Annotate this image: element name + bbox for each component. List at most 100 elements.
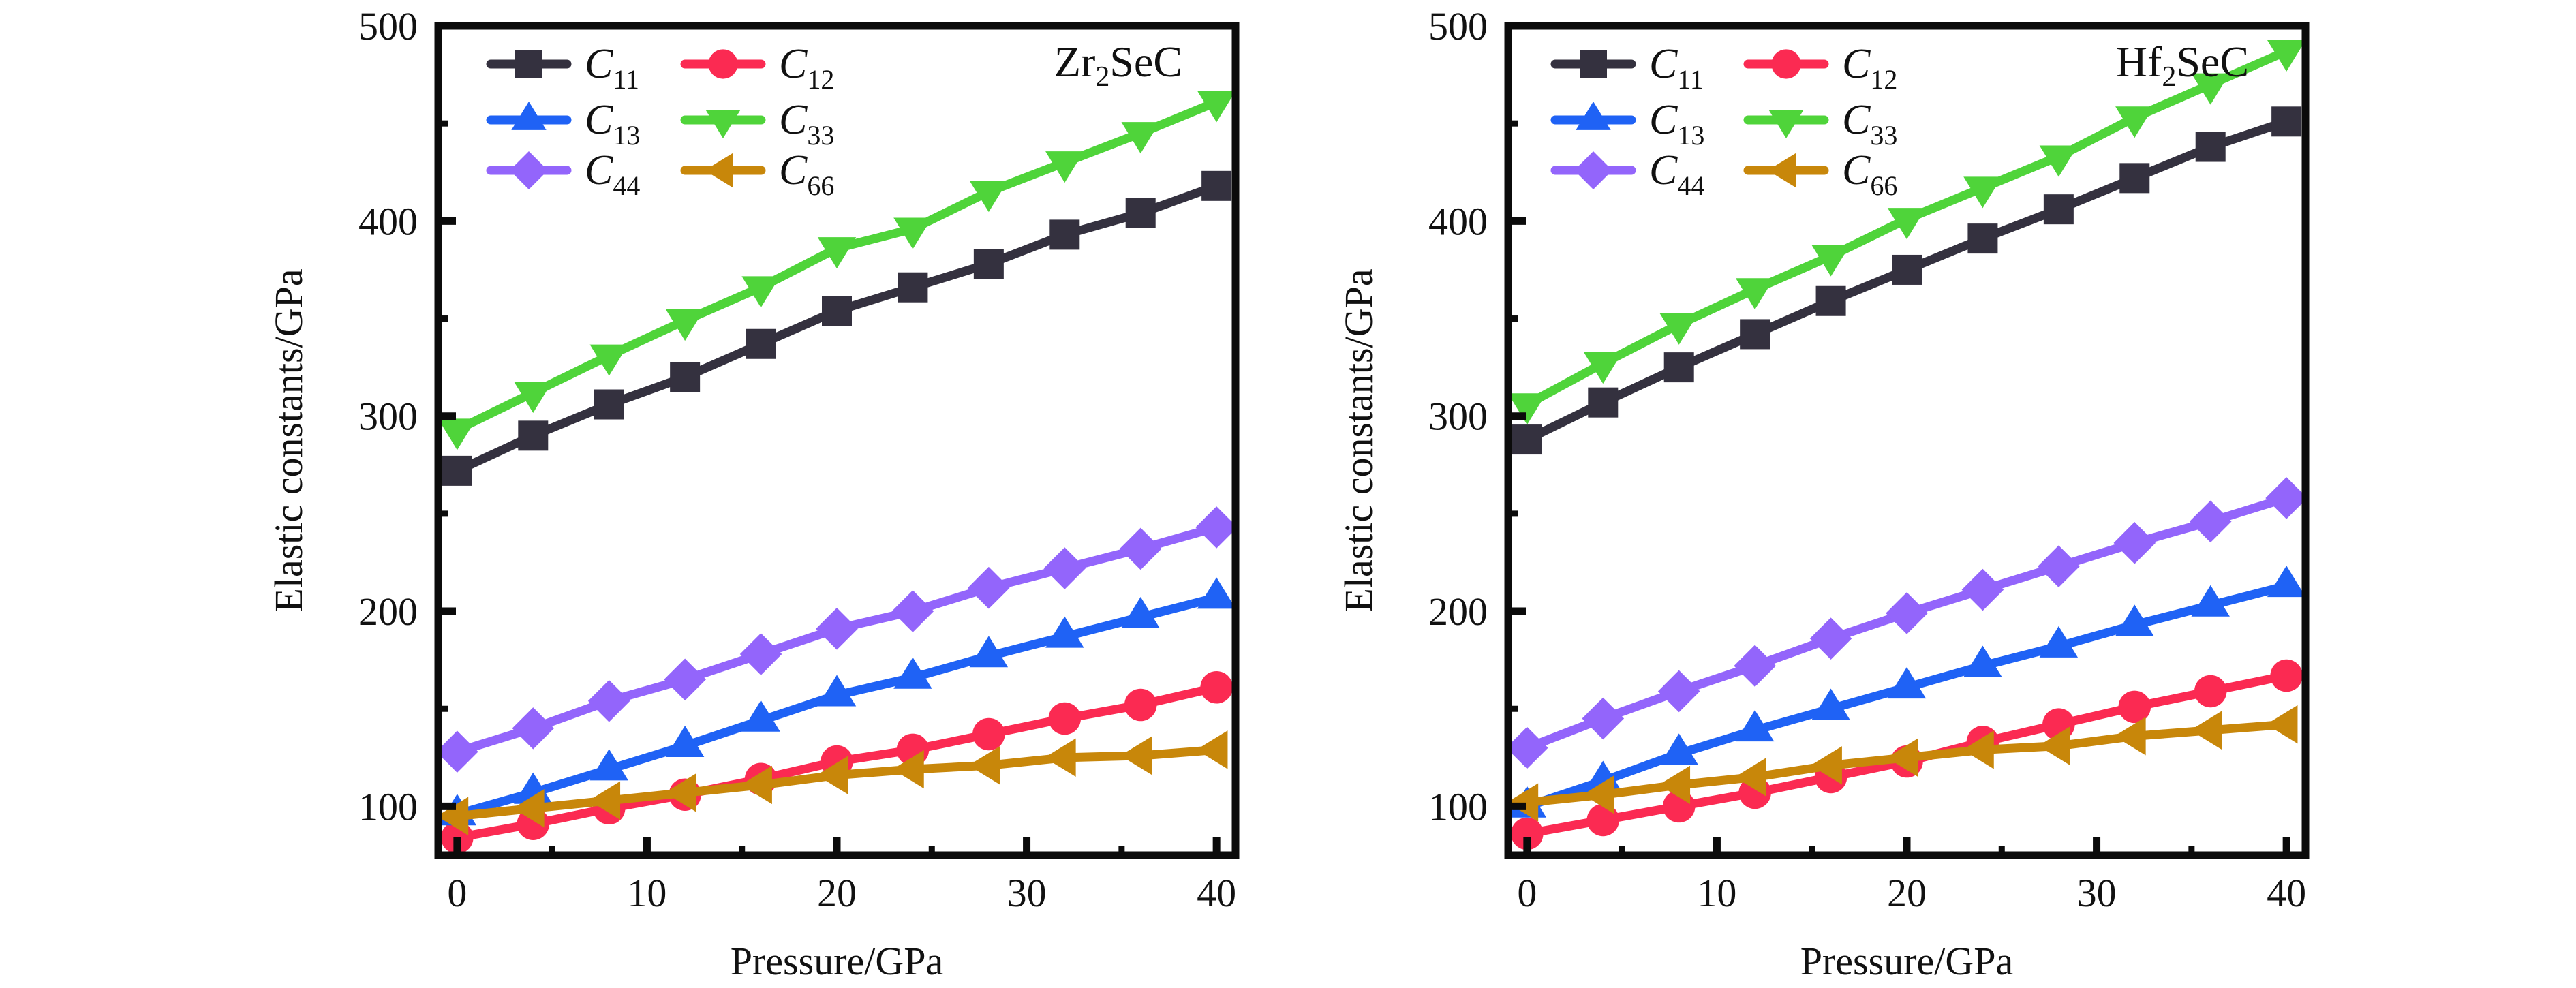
legend-label: C66	[1842, 147, 1897, 201]
data-point-C11	[1815, 285, 1846, 316]
panel-title: Zr2SeC	[1054, 37, 1182, 93]
data-point-C66	[589, 781, 621, 820]
data-point-C11	[2271, 106, 2302, 137]
legend-marker-C44	[510, 151, 548, 189]
y-tick-label: 500	[358, 4, 418, 48]
legend: C11 C12 C13 C33 C44 C66	[1550, 41, 1897, 201]
data-point-C12	[1200, 670, 1233, 704]
data-point-C12	[1511, 817, 1544, 850]
data-point-C13	[2115, 604, 2154, 636]
data-point-C44	[436, 730, 478, 773]
plot-frame	[434, 22, 1240, 859]
data-point-C44	[739, 633, 782, 675]
data-point-C44	[1961, 568, 2004, 611]
data-point-C66	[1044, 738, 1076, 777]
data-point-C12	[1586, 803, 1620, 837]
data-point-C66	[512, 789, 545, 828]
data-point-C66	[816, 756, 848, 794]
data-point-C11	[1588, 387, 1619, 418]
legend-marker-C33	[705, 110, 741, 138]
data-point-C33	[1121, 122, 1160, 154]
data-point-C44	[2189, 500, 2232, 543]
data-point-C44	[1809, 617, 1852, 660]
data-point-C11	[898, 272, 928, 303]
data-point-C66	[1810, 746, 1842, 785]
data-point-C13	[2267, 566, 2306, 598]
data-point-C13	[1887, 667, 1927, 699]
data-point-C44	[1657, 670, 1700, 713]
data-point-C44	[587, 679, 630, 722]
data-point-C13	[1811, 688, 1850, 720]
data-point-C33	[1584, 352, 1623, 384]
series-line-C11	[455, 181, 1218, 475]
x-tick-label: 0	[447, 871, 467, 915]
legend-label: C11	[1649, 41, 1704, 95]
data-point-C66	[1196, 730, 1228, 769]
data-point-C33	[893, 217, 932, 249]
legend-marker-C44	[1574, 151, 1612, 189]
x-tick-label: 20	[817, 871, 857, 915]
legend-label: C12	[779, 41, 834, 95]
data-point-C66	[2114, 717, 2146, 756]
data-point-C66	[2190, 711, 2222, 750]
legend-marker-C13	[1576, 102, 1611, 130]
legend-item-C11: C11	[1550, 41, 1704, 95]
data-point-C33	[1045, 151, 1084, 183]
data-point-C33	[1735, 278, 1775, 310]
data-point-C44	[2038, 545, 2080, 587]
data-point-C44	[664, 658, 706, 701]
data-point-C13	[589, 749, 628, 781]
data-point-C66	[740, 765, 772, 805]
data-point-C66	[1120, 736, 1152, 775]
data-point-C66	[1962, 730, 1994, 769]
data-point-C13	[2039, 626, 2079, 658]
data-point-C33	[665, 309, 705, 341]
data-point-C44	[2265, 477, 2307, 519]
data-point-C13	[1659, 733, 1698, 765]
data-point-C33	[2039, 145, 2079, 177]
legend-marker-C33	[1768, 110, 1804, 138]
data-point-C11	[973, 249, 1004, 279]
data-point-C66	[664, 773, 696, 812]
data-point-C11	[1201, 170, 1232, 201]
legend-marker-C12	[708, 49, 738, 79]
data-point-C44	[1506, 726, 1548, 769]
data-point-C11	[670, 362, 701, 392]
series-C11	[442, 170, 1232, 486]
data-point-C13	[741, 700, 780, 732]
data-point-C44	[1886, 592, 1928, 634]
x-tick-label: 40	[2267, 871, 2306, 915]
data-point-C66	[1886, 738, 1918, 777]
data-point-C13	[665, 725, 705, 757]
legend-marker-C66	[705, 153, 733, 188]
x-tick-label: 0	[1517, 871, 1537, 915]
x-axis-label: Pressure/GPa	[731, 939, 944, 983]
data-point-C44	[2113, 522, 2156, 564]
legend-label: C33	[1842, 97, 1897, 151]
data-point-C33	[438, 418, 477, 450]
data-point-C12	[972, 717, 1005, 751]
legend-label: C11	[585, 41, 639, 95]
legend-item-C44: C44	[486, 147, 640, 201]
y-tick-label: 400	[358, 199, 418, 243]
data-point-C12	[1124, 688, 1157, 722]
y-tick-label: 400	[1428, 199, 1488, 243]
data-point-C33	[1197, 91, 1236, 123]
legend-item-C13: C13	[486, 97, 640, 151]
data-point-C33	[1659, 313, 1698, 345]
data-point-C33	[1963, 176, 2002, 209]
y-tick-label: 500	[1428, 4, 1488, 48]
legend-item-C12: C12	[680, 41, 834, 95]
x-tick-label: 30	[1007, 871, 1047, 915]
legend-item-C66: C66	[680, 147, 834, 201]
series-C66	[437, 730, 1228, 835]
data-point-C33	[2191, 73, 2230, 105]
data-point-C66	[892, 750, 924, 789]
x-tick-label: 30	[2077, 871, 2117, 915]
legend-marker-C12	[1771, 49, 1801, 79]
x-tick-label: 40	[1197, 871, 1236, 915]
chart-panel-1: 100 200 300 400 500 0 10 20 30 40 Pressure/GPa Elas…	[266, 4, 1240, 983]
data-point-C11	[1967, 223, 1998, 254]
data-point-C33	[514, 382, 553, 414]
